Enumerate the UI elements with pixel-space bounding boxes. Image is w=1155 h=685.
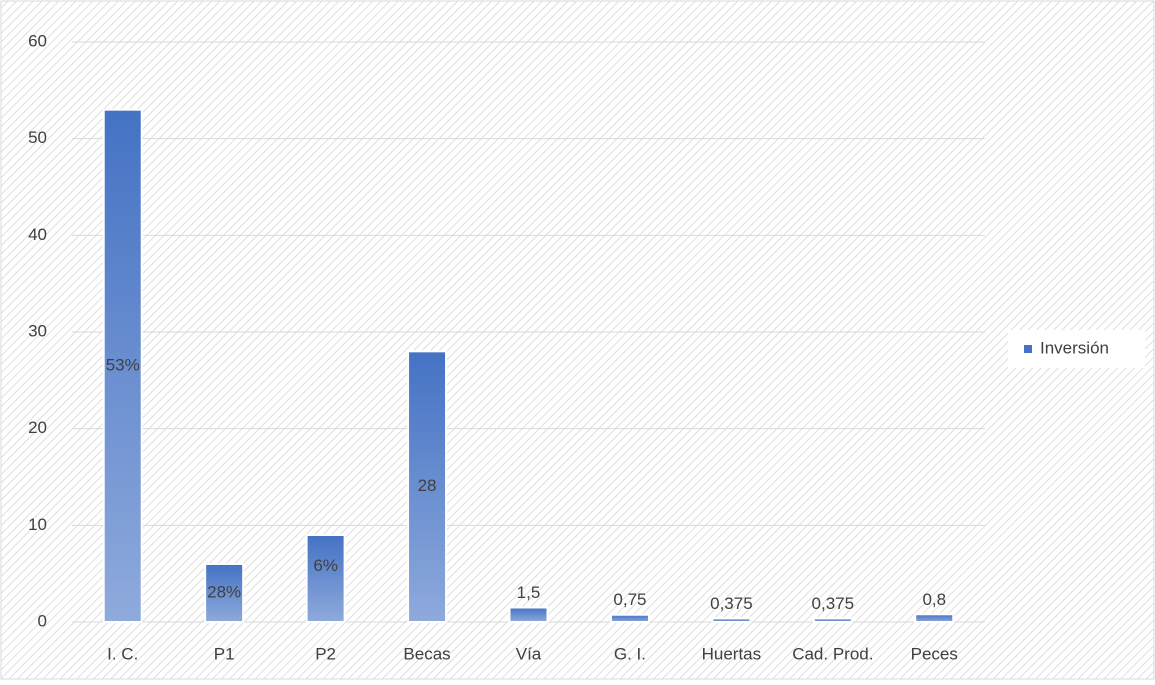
bar (812, 617, 853, 623)
data-label: 0,75 (613, 590, 646, 609)
legend-label: Inversión (1040, 338, 1109, 357)
data-label: 0,8 (922, 590, 946, 609)
y-tick-label: 40 (28, 225, 47, 244)
bar (711, 617, 752, 623)
annotation: 28% (207, 582, 241, 601)
x-tick-label: Peces (911, 644, 958, 663)
x-tick-label: P2 (315, 644, 336, 663)
x-tick-label: Becas (403, 644, 450, 663)
bar (609, 613, 650, 623)
x-tick-label: I. C. (107, 644, 138, 663)
bar (305, 534, 346, 623)
bar (407, 350, 448, 623)
data-label: 53% (106, 355, 140, 374)
data-label: 1,5 (517, 583, 541, 602)
bar (102, 108, 143, 623)
x-tick-label: P1 (214, 644, 235, 663)
data-label: 0,375 (812, 594, 855, 613)
y-tick-label: 50 (28, 128, 47, 147)
bar (204, 563, 245, 623)
bar (508, 606, 549, 623)
x-tick-label: Huertas (702, 644, 762, 663)
y-tick-label: 10 (28, 515, 47, 534)
x-tick-label: G. I. (614, 644, 646, 663)
y-tick-label: 20 (28, 418, 47, 437)
x-tick-label: Cad. Prod. (792, 644, 873, 663)
data-label: 0,375 (710, 594, 753, 613)
annotation: 6% (313, 556, 338, 575)
legend-swatch (1024, 345, 1032, 353)
y-tick-label: 30 (28, 321, 47, 340)
y-tick-label: 60 (28, 31, 47, 50)
data-label: 28 (418, 476, 437, 495)
x-tick-label: Vía (516, 644, 542, 663)
y-tick-label: 0 (38, 611, 47, 630)
bar (914, 613, 955, 623)
